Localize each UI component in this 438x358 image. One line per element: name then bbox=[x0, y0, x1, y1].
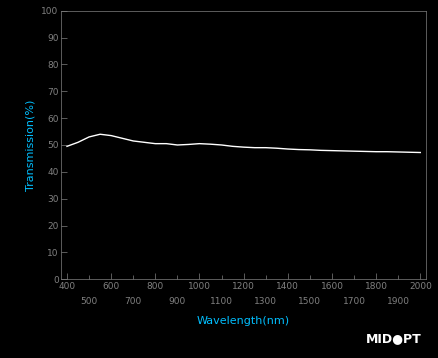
Y-axis label: Transmission(%): Transmission(%) bbox=[26, 99, 36, 191]
Text: MID●PT: MID●PT bbox=[365, 333, 420, 345]
X-axis label: Wavelength(nm): Wavelength(nm) bbox=[197, 316, 290, 326]
